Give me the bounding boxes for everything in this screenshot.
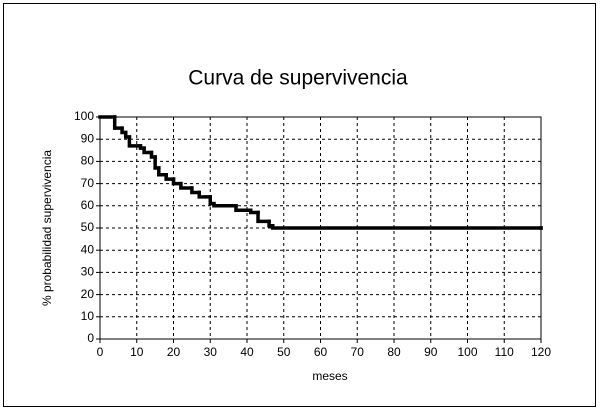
y-tick-label: 70 (81, 176, 95, 190)
x-tick-label: 10 (130, 345, 144, 359)
y-tick-label: 60 (81, 198, 95, 212)
survival-step (179, 181, 194, 190)
survival-step (171, 177, 183, 186)
y-tick-label: 20 (81, 287, 95, 301)
y-tick-label: 10 (81, 309, 95, 323)
survival-step (112, 115, 124, 130)
x-tick-label: 60 (314, 345, 328, 359)
x-tick-label: 70 (351, 345, 365, 359)
x-tick-label: 90 (424, 345, 438, 359)
survival-step (270, 224, 543, 230)
y-tick-label: 40 (81, 242, 95, 256)
survival-step (248, 208, 260, 215)
survival-step (190, 186, 201, 195)
x-tick-label: 40 (240, 345, 254, 359)
x-tick-label: 110 (495, 345, 514, 359)
survival-step (127, 135, 143, 148)
x-tick-label: 80 (387, 345, 401, 359)
x-tick-label: 30 (204, 345, 218, 359)
y-tick-label: 90 (81, 131, 95, 145)
y-tick-label: 0 (87, 331, 94, 345)
survival-step (197, 190, 212, 199)
x-tick-label: 100 (457, 345, 477, 359)
x-tick-label: 50 (277, 345, 291, 359)
x-tick-label: 120 (531, 345, 551, 359)
x-tick-label: 20 (167, 345, 181, 359)
survival-step (234, 204, 253, 212)
chart-title: Curva de supervivencia (188, 67, 408, 90)
y-tick-label: 30 (81, 265, 95, 279)
survival-step (256, 210, 271, 224)
y-axis-label: % probabilidad supervivencia (40, 150, 54, 306)
survival-step (212, 201, 238, 208)
x-axis-label: meses (312, 369, 347, 383)
y-tick-label: 50 (81, 220, 95, 234)
y-tick-label: 80 (81, 154, 95, 168)
survival-step (164, 172, 176, 181)
x-tick-label: 0 (97, 345, 104, 359)
survival-step (157, 166, 168, 177)
y-tick-label: 100 (74, 109, 94, 123)
survival-step (142, 146, 154, 155)
